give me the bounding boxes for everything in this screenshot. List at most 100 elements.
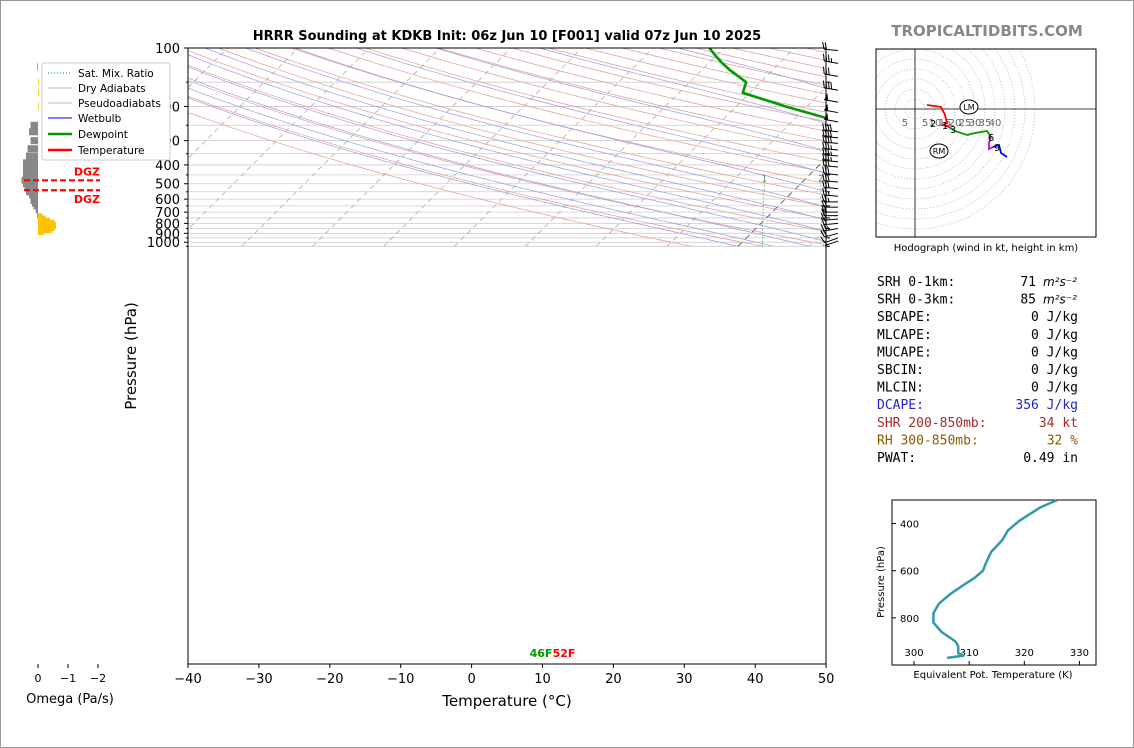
wind-barb-full [827,123,830,132]
omega-bar-downward [27,145,38,153]
hodograph-segment [926,104,950,128]
index-unit: m²s⁻² [1043,293,1077,307]
y-tick-label: 1000 [147,236,180,251]
wind-barb-full [827,67,830,75]
wind-barb-full [824,173,828,182]
dry-adiabat-line [218,48,826,208]
theta-e-x-tick-label: 300 [905,648,924,659]
theta-e-y-tick-label: 400 [900,520,919,531]
wind-barb [820,217,839,226]
hodograph-segment [948,126,992,138]
index-value: 0 J/kg [1031,363,1078,378]
wind-barb-full [822,180,825,188]
wind-barb [822,42,839,51]
wind-barb [824,93,839,103]
isotherm-line [666,86,826,247]
index-value: 0 J/kg [1031,381,1078,396]
wind-barb-full [827,166,830,175]
skewt-frame [187,47,827,665]
dgz-label: DGZ [74,193,100,206]
surface-temperature-label: 52F [553,647,576,660]
omega-bar-downward [35,206,38,214]
wind-barb-full [822,123,825,131]
hodograph-ring-label: 25 [959,118,972,129]
dry-adiabat-line [364,48,826,163]
theta-e-x-tick-label: 330 [1070,648,1089,659]
dry-adiabat-line [475,48,826,132]
hodograph-caption: Hodograph (wind in kt, height in km) [894,243,1079,254]
dry-adiabat-line [254,48,826,196]
hodograph-ring-label: 30 [969,118,982,129]
wind-barb [822,80,839,91]
wind-barb-full [821,200,825,208]
wind-barb [820,213,839,221]
watermark: TROPICALTIDBITS.COM [891,22,1083,40]
index-label: SBCIN: [877,363,924,378]
wind-barb-full [823,223,828,231]
wind-barb-full [820,213,825,221]
y-tick-label: 600 [155,193,180,208]
moist-adiabat-line [188,77,810,247]
wind-barb-full [821,208,825,216]
wind-barb-full [822,53,825,61]
skewt-x-axis-label: Temperature (°C) [441,692,571,710]
omega-x-axis-label: Omega (Pa/s) [26,692,114,707]
dry-adiabat-line [438,48,826,142]
wind-barb-full [820,224,825,232]
hodograph-ring-label: 35 [979,118,992,129]
dry-adiabat-line [188,80,826,245]
index-label: SHR 200-850mb: [877,416,987,431]
index-unit: m²s⁻² [1043,275,1077,289]
wind-barb-full [827,54,830,62]
x-tick-label: 0 [467,672,475,687]
legend-label-dry-adiabats: Dry Adiabats [78,83,146,95]
x-tick-label: −30 [245,672,272,687]
moist-adiabat-line [245,48,826,208]
index-value: 0 J/kg [1031,328,1078,343]
omega-bar-downward [26,152,38,160]
wind-barb-full [827,174,830,182]
index-value: 0.49 in [1023,451,1078,466]
wind-barb-pennant [824,103,829,111]
wind-barb-full [822,147,825,155]
wind-barb-full [823,217,828,225]
wind-barb-half [827,226,830,231]
dry-adiabat-line [188,112,692,247]
wind-barb [820,236,839,244]
skewt-y-axis-label: Pressure (hPa) [122,302,140,410]
wind-barb-full [822,173,825,181]
skewt-panel: 1246810131620243036 −40−30−20−1001020304… [41,42,834,710]
isotherm-line [525,48,724,247]
wind-barb-full [824,194,827,203]
theta-e-frame [891,499,1097,666]
hodograph-height-label: 3 [950,125,956,136]
dry-adiabat-line [188,64,826,232]
dewpoint-line [708,48,826,120]
wind-barb-full [820,230,825,238]
hodograph-height-label: 2 [930,119,936,130]
wind-barb-full [823,213,828,221]
wind-barb-full [822,158,825,166]
omega-bar-downward [23,165,38,173]
wind-barb-full [824,180,828,188]
theta-e-axes: 300 310 320 330 400 600 800 [892,520,1089,666]
index-label: SRH 0-3km: [877,293,955,308]
hodograph-ring-label: 20 [949,118,962,129]
omega-bar-upward [38,227,44,235]
indices-table: SRH 0-1km: 71 m²s⁻² SRH 0-3km: 85 m²s⁻² SBCAPE… [877,275,1078,466]
surface-dewpoint-label: 46F [530,647,553,660]
omega-bar-downward [37,210,38,218]
dry-adiabat-line [401,48,826,152]
omega-bar-downward [33,202,38,210]
wind-barb-half [830,145,833,150]
x-tick-label: 20 [605,672,622,687]
theta-e-y-tick-label: 800 [900,614,919,625]
wind-barb [821,204,838,213]
wind-barb-full [830,81,833,90]
index-label: MLCIN: [877,381,924,396]
wind-barb [821,200,838,208]
wind-barb-full [822,42,825,50]
wind-barb-full [822,129,825,137]
wind-barb-full [824,204,827,213]
legend-label-temperature: Temperature [77,145,145,157]
